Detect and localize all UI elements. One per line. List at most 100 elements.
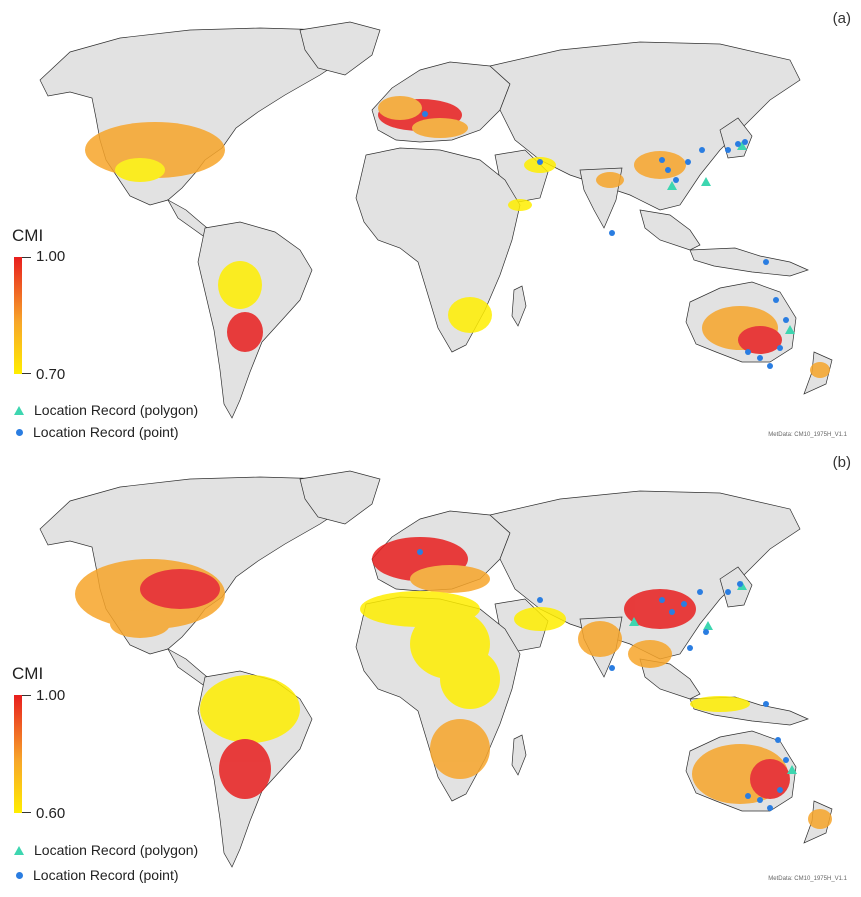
point-record-marker [763,259,769,265]
cmi-patch [690,696,750,712]
cmi-patch [412,118,468,138]
point-record-marker [609,665,615,671]
colorbar-min-label: 0.60 [36,805,66,822]
cmi-patch [448,297,492,333]
cmi-patch [808,809,832,829]
point-record-marker [609,230,615,236]
world-map-b [0,449,861,897]
point-record-marker [537,597,543,603]
point-record-marker [725,589,731,595]
point-record-marker [767,363,773,369]
greenland-landmass [299,21,381,76]
panel-label: (b) [832,454,851,471]
polygon-record-marker [629,617,639,626]
colorbar-tick-min [22,373,31,374]
legend-polygon: Location Record (polygon) [14,402,198,418]
dot-icon [16,428,23,436]
cmi-patch [140,569,220,609]
cmi-patch [410,565,490,593]
point-record-marker [659,597,665,603]
point-record-marker [685,159,691,165]
asia-landmass [489,41,801,211]
map-panel-b: (b) CMI 1.00 0.60 Location Record (polyg… [0,449,861,897]
record-layer [422,111,795,369]
point-record-marker [673,177,679,183]
polygon-record-marker [701,177,711,186]
cmi-patch [378,96,422,120]
map-panel-a: (a) CMI 1.00 0.70 Location Record (polyg… [0,0,861,448]
legend-point: Location Record (point) [14,424,179,440]
colorbar-title: CMI [12,226,44,245]
cmi-patch [624,589,696,629]
cmi-patch [430,719,490,779]
legend-point: Location Record (point) [14,867,179,883]
point-record-marker [775,737,781,743]
colorbar-min-label: 0.70 [36,366,66,383]
point-record-marker [742,139,748,145]
point-record-marker [757,797,763,803]
cmi-patch [200,675,300,743]
legend-polygon-label: Location Record (polygon) [34,402,199,418]
cmi-patch [227,312,263,352]
legend-point-label: Location Record (point) [33,424,179,440]
point-record-marker [725,147,731,153]
cmi-patch [596,172,624,188]
point-record-marker [767,805,773,811]
cmi-patch [628,640,672,668]
colorbar [14,257,22,374]
colorbar-title: CMI [12,664,44,683]
southeast-asia-landmass [639,658,701,700]
point-record-marker [703,629,709,635]
greenland-landmass [299,470,381,525]
point-record-marker [777,345,783,351]
point-record-marker [745,349,751,355]
point-record-marker [735,141,741,147]
colorbar-tick-min [22,812,31,813]
point-record-marker [665,167,671,173]
polygon-record-marker [737,141,747,150]
cmi-patch [219,739,271,799]
cmi-patch [810,362,830,378]
cmi-patch [508,199,532,211]
cmi-patch [750,759,790,799]
point-record-marker [737,581,743,587]
cmi-patch [115,158,165,182]
point-record-marker [783,317,789,323]
point-record-marker [773,297,779,303]
cmi-patch [440,649,500,709]
colorbar-max-label: 1.00 [36,248,66,265]
polygon-record-marker [787,765,797,774]
point-record-marker [777,787,783,793]
point-record-marker [537,159,543,165]
colorbar-max-label: 1.00 [36,687,66,704]
triangle-icon [14,405,24,415]
point-record-marker [417,549,423,555]
dot-icon [16,871,23,879]
point-record-marker [659,157,665,163]
record-layer [417,549,797,811]
colorbar-tick-max [22,695,31,696]
point-record-marker [422,111,428,117]
point-record-marker [697,589,703,595]
madagascar-landmass [511,285,527,327]
point-record-marker [763,701,769,707]
cmi-layer [75,537,832,829]
cmi-patch [738,326,782,354]
point-record-marker [745,793,751,799]
point-record-marker [687,645,693,651]
colorbar-tick-max [22,257,31,258]
point-record-marker [757,355,763,361]
polygon-record-marker [785,325,795,334]
metadata-caption: MetData: CM10_1975H_V1.1 [768,432,847,438]
legend-polygon: Location Record (polygon) [14,842,198,858]
cmi-patch [634,151,686,179]
indonesia-landmass [689,247,809,277]
point-record-marker [681,601,687,607]
point-record-marker [699,147,705,153]
polygon-record-marker [703,621,713,630]
cmi-patch [578,621,622,657]
cmi-patch [514,607,566,631]
madagascar-landmass [511,734,527,776]
cmi-patch [218,261,262,309]
japan-landmass [719,566,753,608]
